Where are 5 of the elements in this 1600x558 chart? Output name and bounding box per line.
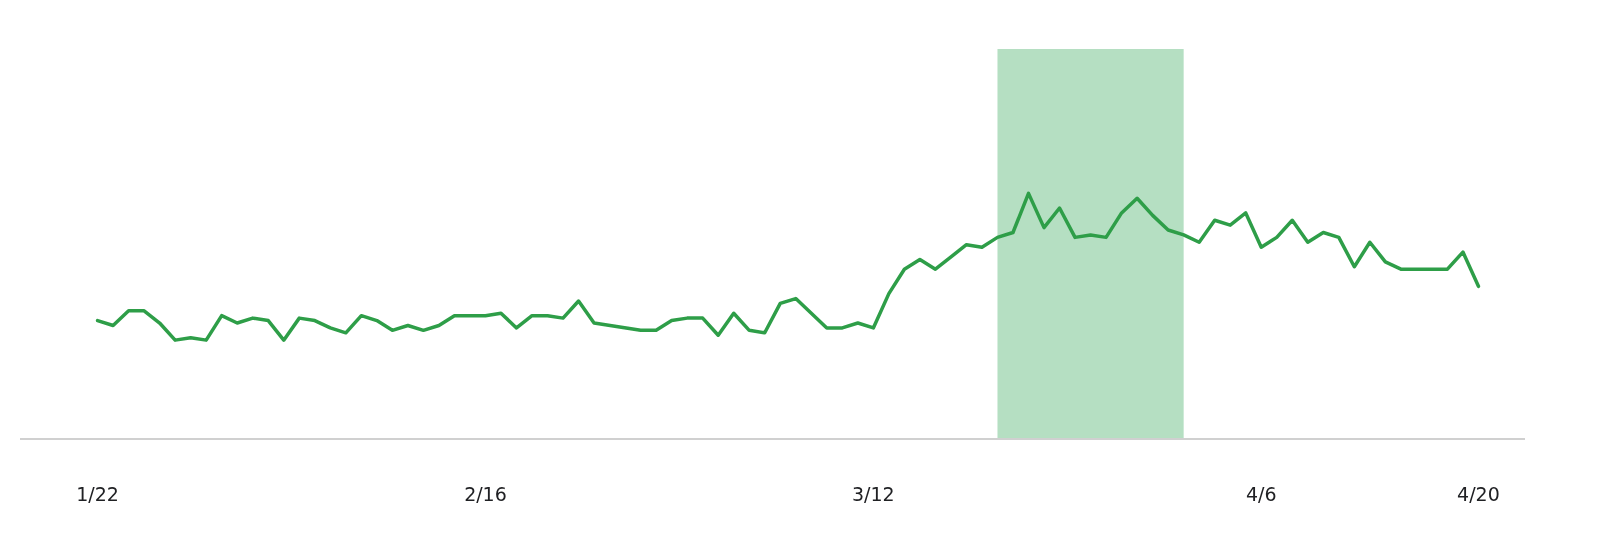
- x-tick-label: 2/16: [464, 482, 507, 505]
- x-tick-label: 3/12: [852, 482, 895, 505]
- x-tick-label: 4/20: [1457, 482, 1500, 505]
- x-tick-label: 4/6: [1245, 482, 1277, 505]
- x-tick-label: 1/22: [76, 482, 119, 505]
